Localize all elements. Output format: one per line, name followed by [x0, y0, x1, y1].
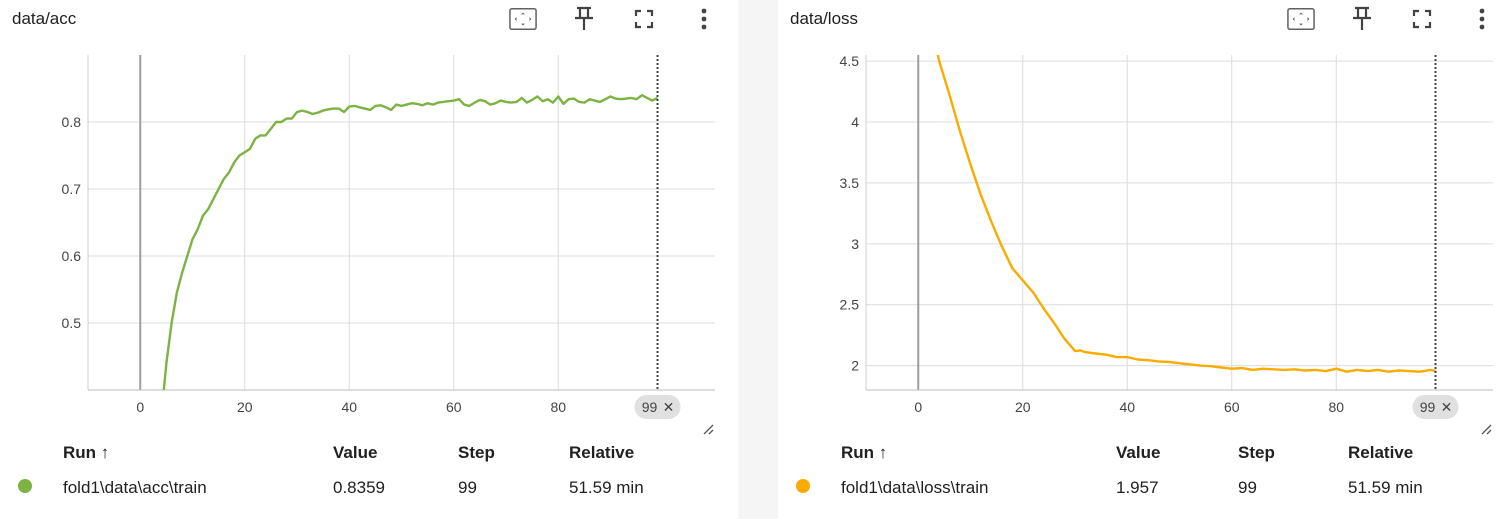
relative-column-header[interactable]: Relative — [569, 443, 635, 462]
x-tick-label: 40 — [1119, 399, 1135, 415]
fit-domain-button[interactable] — [509, 6, 537, 32]
table-header-row: Run ↑ Value Step Relative — [18, 438, 689, 468]
color-column-header — [18, 438, 63, 468]
y-tick-label: 4 — [851, 114, 859, 130]
x-tick-label: 0 — [914, 399, 922, 415]
run-color-dot — [796, 479, 810, 493]
value-column-header[interactable]: Value — [333, 443, 378, 462]
run-step: 99 — [1238, 478, 1257, 497]
table-row: fold1\data\acc\train 0.8359 99 51.59 min — [18, 468, 689, 508]
fullscreen-icon — [1412, 9, 1432, 29]
relative-column-header[interactable]: Relative — [1348, 443, 1414, 462]
accuracy-chart[interactable]: 0.5 0.6 0.7 0.8 0 20 40 60 80 99 ✕ — [0, 40, 738, 435]
step-badge: 99 ✕ — [1412, 395, 1459, 419]
x-tick-label: 80 — [550, 399, 566, 415]
runs-table: Run ↑ Value Step Relative fold1\data\acc… — [18, 438, 689, 508]
more-vert-icon — [701, 8, 707, 30]
y-tick-label: 0.8 — [62, 114, 82, 130]
y-tick-label: 0.6 — [62, 248, 82, 264]
pin-icon — [575, 6, 593, 30]
table-row: fold1\data\loss\train 1.957 99 51.59 min — [796, 468, 1468, 508]
step-column-header[interactable]: Step — [1238, 443, 1275, 462]
step-badge-bg — [1412, 395, 1459, 419]
run-relative: 51.59 min — [1348, 478, 1423, 497]
pin-button[interactable] — [1348, 6, 1376, 32]
chart-title: data/acc — [12, 9, 77, 28]
step-column-header[interactable]: Step — [458, 443, 495, 462]
x-tick-label: 20 — [237, 399, 253, 415]
more-vert-icon — [1479, 8, 1485, 30]
run-column-header[interactable]: Run ↑ — [841, 443, 888, 462]
runs-table: Run ↑ Value Step Relative fold1\data\los… — [796, 438, 1468, 508]
run-step: 99 — [458, 478, 477, 497]
step-badge-bg — [634, 395, 681, 419]
step-badge: 99 ✕ — [634, 395, 681, 419]
x-tick-label: 20 — [1015, 399, 1031, 415]
chart-card-loss: data/loss 2 2.5 3 3.5 4 4.5 0 20 40 60 80 99 ✕ Run ↑… — [778, 0, 1500, 519]
step-badge-label: 99 — [1420, 399, 1436, 415]
chart-title: data/loss — [790, 9, 859, 28]
run-name: fold1\data\acc\train — [63, 478, 207, 497]
loss-chart[interactable]: 2 2.5 3 3.5 4 4.5 0 20 40 60 80 99 ✕ — [778, 40, 1500, 435]
y-tick-label: 3 — [851, 236, 859, 252]
run-name: fold1\data\loss\train — [841, 478, 989, 497]
fullscreen-button[interactable] — [630, 6, 658, 32]
x-tick-label: 40 — [341, 399, 357, 415]
x-tick-label: 60 — [446, 399, 462, 415]
step-badge-label: 99 — [642, 399, 658, 415]
series-line — [936, 55, 1436, 373]
y-tick-label: 0.5 — [62, 315, 82, 331]
fullscreen-icon — [634, 9, 654, 29]
run-value: 1.957 — [1116, 478, 1159, 497]
pin-button[interactable] — [570, 6, 598, 32]
chart-card-acc: data/acc 0.5 0.6 0.7 0.8 0 20 40 60 80 99 ✕ Run ↑ … — [0, 0, 738, 519]
panel-divider — [738, 0, 778, 519]
resize-handle-icon[interactable] — [702, 423, 714, 435]
more-options-button[interactable] — [1468, 6, 1496, 32]
x-tick-label: 80 — [1328, 399, 1344, 415]
y-tick-label: 2.5 — [840, 297, 860, 313]
more-options-button[interactable] — [690, 6, 718, 32]
y-tick-label: 4.5 — [840, 53, 860, 69]
color-column-header — [796, 438, 841, 468]
run-color-dot — [18, 479, 32, 493]
fit-domain-icon — [509, 7, 537, 31]
series-line — [162, 94, 659, 390]
y-tick-label: 3.5 — [840, 175, 860, 191]
run-value: 0.8359 — [333, 478, 385, 497]
pin-icon — [1353, 6, 1371, 30]
y-tick-label: 2 — [851, 358, 859, 374]
value-column-header[interactable]: Value — [1116, 443, 1161, 462]
fullscreen-button[interactable] — [1408, 6, 1436, 32]
resize-handle-icon[interactable] — [1480, 423, 1492, 435]
fit-domain-icon — [1287, 7, 1315, 31]
fit-domain-button[interactable] — [1287, 6, 1315, 32]
close-icon: ✕ — [663, 399, 675, 415]
x-tick-label: 0 — [136, 399, 144, 415]
run-column-header[interactable]: Run ↑ — [63, 443, 110, 462]
x-tick-label: 60 — [1224, 399, 1240, 415]
y-tick-label: 0.7 — [62, 181, 82, 197]
table-header-row: Run ↑ Value Step Relative — [796, 438, 1468, 468]
run-relative: 51.59 min — [569, 478, 644, 497]
close-icon: ✕ — [1441, 399, 1453, 415]
